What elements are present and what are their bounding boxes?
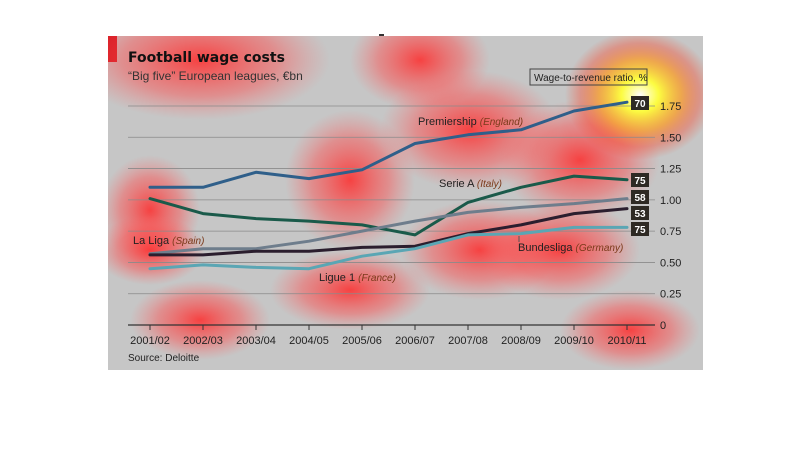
series-line-ligue-1 (148, 225, 629, 271)
x-tick-label: 2009/10 (554, 335, 594, 347)
y-tick-label: 1.50 (660, 132, 681, 144)
series-line-premiership (148, 100, 629, 189)
x-tick-label: 2004/05 (289, 335, 329, 347)
series-label-ligue-1: Ligue 1 (France) (319, 272, 396, 284)
series-line-la-liga (148, 207, 629, 257)
x-tick-label: 2010/11 (608, 335, 647, 347)
x-tick-label: 2006/07 (395, 335, 435, 347)
series-label-premiership: Premiership (England) (418, 116, 523, 128)
x-tick-label: 2005/06 (342, 335, 382, 347)
series-label-la-liga: La Liga (Spain) (133, 235, 204, 247)
chart-subtitle: “Big five” European leagues, €bn (128, 69, 303, 83)
ratio-badge (631, 190, 649, 204)
ratio-legend-label: Wage-to-revenue ratio, % (534, 73, 648, 84)
x-tick-label: 2003/04 (236, 335, 276, 347)
ratio-badge-value: 75 (634, 176, 646, 187)
series-line-serie-a (148, 174, 629, 237)
ratio-badge-value: 53 (634, 209, 646, 220)
series-label-bundesliga: Bundesliga (Germany) (518, 242, 623, 254)
ratio-badge (631, 96, 649, 110)
x-tick-label: 2001/02 (130, 335, 170, 347)
ratio-badge-value: 70 (634, 99, 646, 110)
y-tick-label: 0.25 (660, 289, 681, 301)
x-tick-label: 2008/09 (501, 335, 541, 347)
y-tick-label: 1.00 (660, 195, 681, 207)
chart-title: Football wage costs (128, 50, 285, 66)
series-line-bundesliga (148, 197, 629, 256)
x-tick-label: 2007/08 (448, 335, 488, 347)
y-tick-label: 0.75 (660, 226, 681, 238)
top-tick-mark (379, 34, 384, 36)
series-label-serie-a: Serie A (Italy) (439, 178, 502, 190)
ratio-badge (631, 173, 649, 187)
y-tick-label: 0.50 (660, 257, 681, 269)
y-tick-label: 0 (660, 320, 666, 332)
y-tick-label: 1.25 (660, 164, 681, 176)
ratio-legend-box (529, 68, 648, 86)
y-tick-label: 1.75 (660, 101, 681, 113)
ratio-badge (631, 222, 649, 236)
x-tick-label: 2002/03 (183, 335, 223, 347)
chart-source: Source: Deloitte (128, 353, 200, 364)
ratio-badge-value: 58 (634, 193, 646, 204)
ratio-badge (631, 206, 649, 220)
attention-heatmap-overlay (108, 36, 703, 370)
ratio-badge-value: 75 (634, 225, 646, 236)
